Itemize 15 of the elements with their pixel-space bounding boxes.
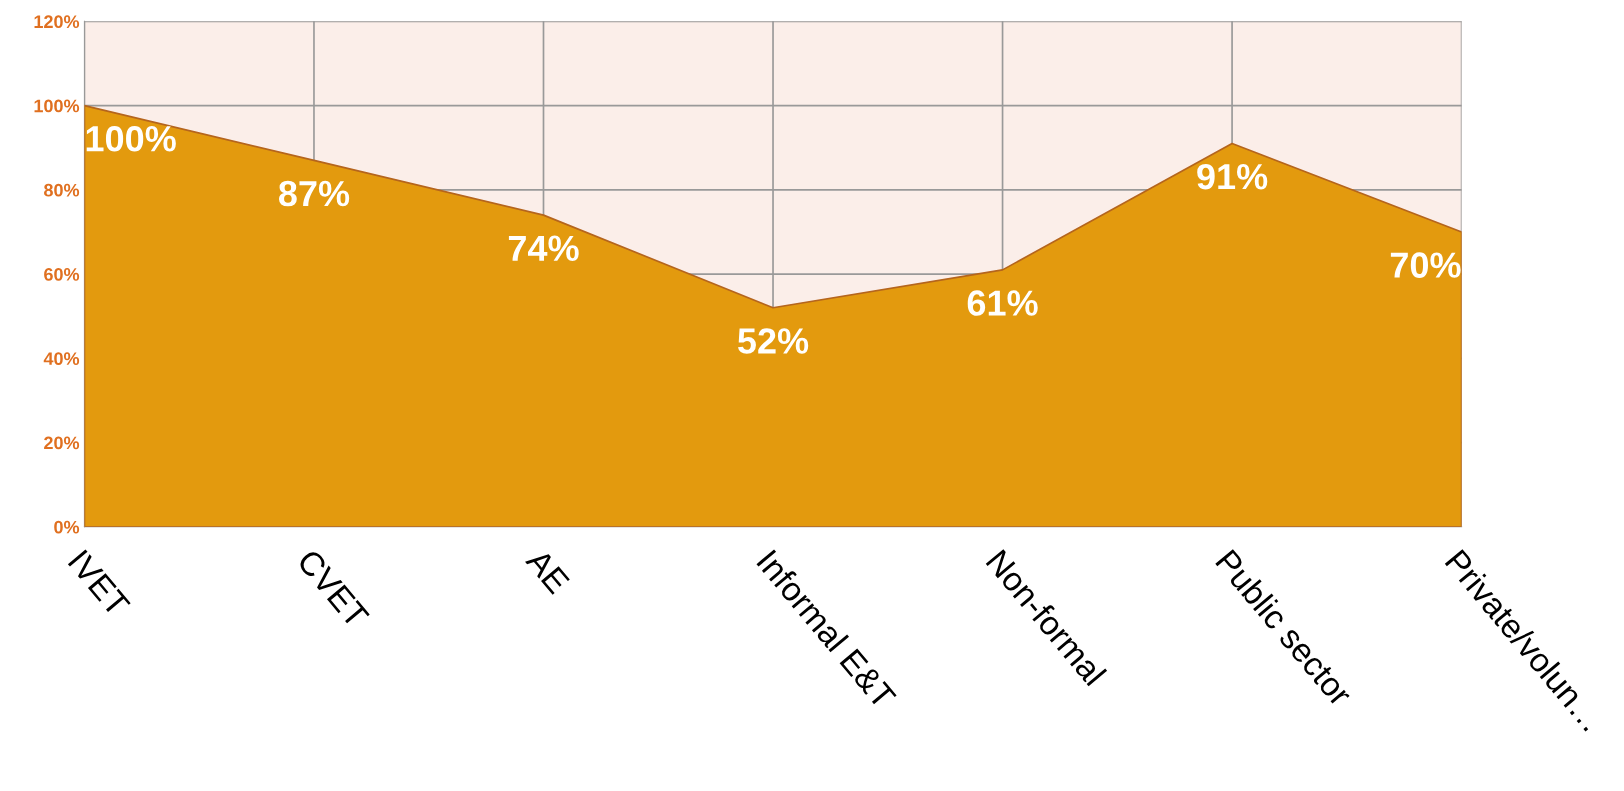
y-tick-label: 80% bbox=[44, 183, 80, 197]
y-tick-label: 60% bbox=[44, 268, 80, 281]
data-label: 100% bbox=[86, 126, 176, 152]
data-label: 70% bbox=[1390, 252, 1461, 278]
y-tick-label: 0% bbox=[54, 520, 80, 534]
y-tick-label: 120% bbox=[34, 15, 80, 29]
data-label: 52% bbox=[738, 328, 809, 354]
y-tick-label: 20% bbox=[44, 436, 80, 450]
y-tick-label: 40% bbox=[43, 352, 80, 366]
data-label: 61% bbox=[967, 290, 1038, 316]
y-tick-label: 100% bbox=[34, 99, 80, 113]
data-label: 74% bbox=[508, 235, 579, 262]
data-label: 91% bbox=[1197, 163, 1268, 190]
data-label: 87% bbox=[278, 180, 350, 207]
x-tick-label: AE bbox=[525, 547, 571, 595]
